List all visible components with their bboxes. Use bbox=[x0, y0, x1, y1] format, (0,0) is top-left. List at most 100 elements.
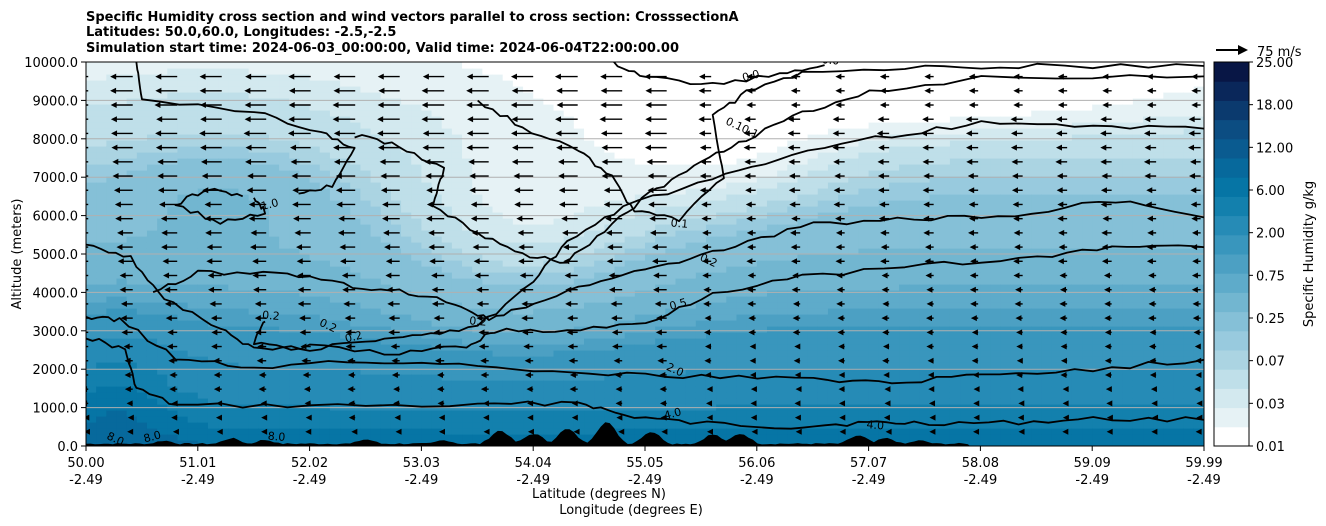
humidity-cell bbox=[157, 224, 168, 231]
humidity-cell bbox=[848, 176, 860, 183]
humidity-cell bbox=[512, 302, 524, 309]
humidity-cell bbox=[726, 170, 738, 177]
humidity-cell bbox=[726, 218, 738, 225]
humidity-cell bbox=[390, 296, 402, 303]
humidity-cell bbox=[248, 308, 260, 315]
humidity-cell bbox=[868, 140, 880, 147]
humidity-cell bbox=[645, 254, 656, 261]
humidity-cell bbox=[553, 422, 565, 429]
humidity-cell bbox=[279, 110, 290, 117]
humidity-cell bbox=[584, 152, 595, 159]
humidity-cell bbox=[543, 434, 555, 441]
humidity-cell bbox=[451, 254, 463, 261]
humidity-cell bbox=[573, 386, 585, 393]
humidity-cell bbox=[838, 224, 849, 231]
humidity-cell bbox=[777, 296, 788, 303]
humidity-cell bbox=[279, 116, 290, 123]
humidity-cell bbox=[756, 134, 768, 141]
humidity-cell bbox=[380, 422, 392, 429]
humidity-cell bbox=[645, 362, 656, 369]
humidity-cell bbox=[96, 290, 107, 297]
humidity-cell bbox=[777, 326, 788, 333]
humidity-cell bbox=[645, 428, 656, 435]
humidity-cell bbox=[218, 308, 229, 315]
humidity-cell bbox=[136, 140, 148, 147]
humidity-cell bbox=[634, 392, 646, 399]
humidity-cell bbox=[167, 62, 179, 69]
humidity-cell bbox=[807, 434, 819, 441]
humidity-cell bbox=[370, 410, 382, 417]
humidity-cell bbox=[523, 332, 534, 339]
humidity-cell bbox=[370, 368, 382, 375]
humidity-cell bbox=[177, 254, 189, 261]
humidity-cell bbox=[157, 266, 168, 273]
humidity-cell bbox=[838, 392, 849, 399]
humidity-cell bbox=[705, 380, 717, 387]
humidity-cell bbox=[675, 260, 687, 267]
humidity-cell bbox=[827, 182, 839, 189]
humidity-cell bbox=[848, 422, 860, 429]
humidity-cell bbox=[695, 92, 707, 99]
humidity-cell bbox=[197, 302, 209, 309]
humidity-cell bbox=[238, 182, 250, 189]
humidity-cell bbox=[329, 302, 341, 309]
humidity-cell bbox=[685, 206, 697, 213]
humidity-cell bbox=[157, 176, 168, 183]
humidity-cell bbox=[136, 236, 148, 243]
humidity-cell bbox=[726, 164, 738, 171]
humidity-cell bbox=[136, 440, 148, 446]
humidity-cell bbox=[766, 386, 778, 393]
humidity-cell bbox=[716, 146, 727, 153]
humidity-cell bbox=[838, 350, 849, 357]
humidity-cell bbox=[187, 296, 199, 303]
humidity-cell bbox=[360, 248, 372, 255]
humidity-cell bbox=[309, 164, 321, 171]
humidity-cell bbox=[665, 326, 677, 333]
humidity-cell bbox=[563, 356, 575, 363]
humidity-cell bbox=[136, 302, 148, 309]
humidity-cell bbox=[594, 392, 605, 399]
humidity-cell bbox=[126, 176, 138, 183]
humidity-cell bbox=[380, 86, 392, 93]
humidity-cell bbox=[533, 242, 544, 249]
humidity-cell bbox=[482, 68, 494, 75]
humidity-cell bbox=[573, 194, 585, 201]
humidity-cell bbox=[807, 254, 819, 261]
humidity-cell bbox=[705, 338, 717, 345]
humidity-cell bbox=[797, 386, 809, 393]
humidity-cell bbox=[594, 320, 605, 327]
humidity-cell bbox=[96, 92, 107, 99]
humidity-cell bbox=[299, 260, 311, 267]
humidity-cell bbox=[787, 302, 799, 309]
humidity-cell bbox=[624, 158, 636, 165]
humidity-cell bbox=[441, 122, 453, 129]
humidity-cell bbox=[279, 278, 290, 285]
humidity-cell bbox=[584, 272, 595, 279]
humidity-cell bbox=[268, 326, 280, 333]
humidity-cell bbox=[746, 194, 758, 201]
humidity-cell bbox=[360, 398, 372, 405]
humidity-cell bbox=[197, 92, 209, 99]
humidity-cell bbox=[482, 92, 494, 99]
humidity-cell bbox=[360, 308, 372, 315]
humidity-cell bbox=[726, 230, 738, 237]
humidity-cell bbox=[289, 92, 301, 99]
humidity-cell bbox=[106, 278, 118, 285]
humidity-cell bbox=[472, 254, 483, 261]
humidity-cell bbox=[207, 242, 219, 249]
humidity-cell bbox=[340, 188, 351, 195]
humidity-cell bbox=[614, 152, 626, 159]
humidity-cell bbox=[96, 128, 107, 135]
humidity-cell bbox=[726, 92, 738, 99]
humidity-cell bbox=[838, 314, 849, 321]
humidity-cell bbox=[492, 62, 504, 69]
humidity-cell bbox=[431, 68, 443, 75]
humidity-cell bbox=[431, 242, 443, 249]
humidity-cell bbox=[451, 308, 463, 315]
humidity-cell bbox=[146, 224, 158, 231]
humidity-cell bbox=[553, 428, 565, 435]
humidity-cell bbox=[299, 440, 311, 446]
humidity-cell bbox=[573, 434, 585, 441]
humidity-cell bbox=[177, 416, 189, 423]
humidity-cell bbox=[462, 422, 473, 429]
